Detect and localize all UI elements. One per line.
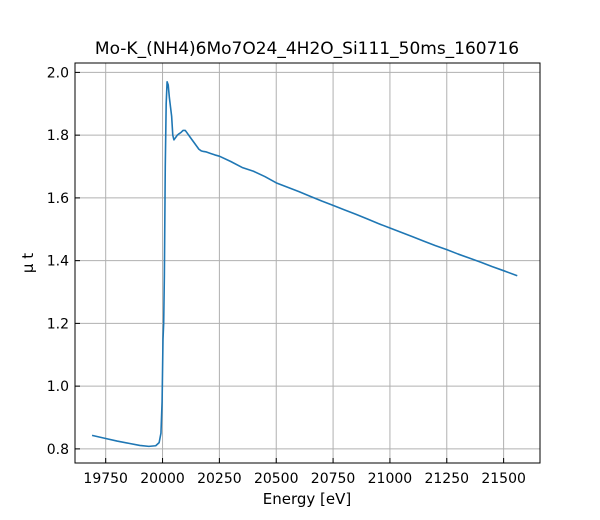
y-axis-ticks: 0.8 1.0 1.2 1.4 1.6 1.8 2.0 [47, 65, 80, 458]
x-tick-label: 21000 [368, 471, 413, 487]
chart-title: Mo-K_(NH4)6Mo7O24_4H2O_Si111_50ms_160716 [95, 39, 519, 59]
grid-lines [75, 63, 540, 463]
series-line-0 [91, 81, 518, 448]
y-tick-label: 2.0 [47, 65, 69, 81]
x-tick-label: 20250 [197, 471, 242, 487]
x-tick-label: 21500 [481, 471, 526, 487]
x-tick-label: 21250 [424, 471, 469, 487]
x-tick-label: 20500 [254, 471, 299, 487]
y-tick-label: 0.8 [47, 442, 69, 458]
x-axis-label: Energy [eV] [263, 490, 351, 508]
y-tick-label: 1.6 [47, 191, 69, 207]
x-tick-label: 20750 [311, 471, 356, 487]
x-tick-label: 20000 [140, 471, 185, 487]
y-tick-label: 1.0 [47, 379, 69, 395]
y-tick-label: 1.4 [47, 254, 69, 270]
y-tick-label: 1.8 [47, 128, 69, 144]
x-axis-ticks: 19750 20000 20250 20500 20750 21000 21250 21500 [83, 458, 526, 487]
x-tick-label: 19750 [83, 471, 128, 487]
y-axis-label: μ t [19, 253, 37, 273]
y-tick-label: 1.2 [47, 316, 69, 332]
plot-frame [74, 62, 541, 464]
data-series [91, 81, 518, 448]
